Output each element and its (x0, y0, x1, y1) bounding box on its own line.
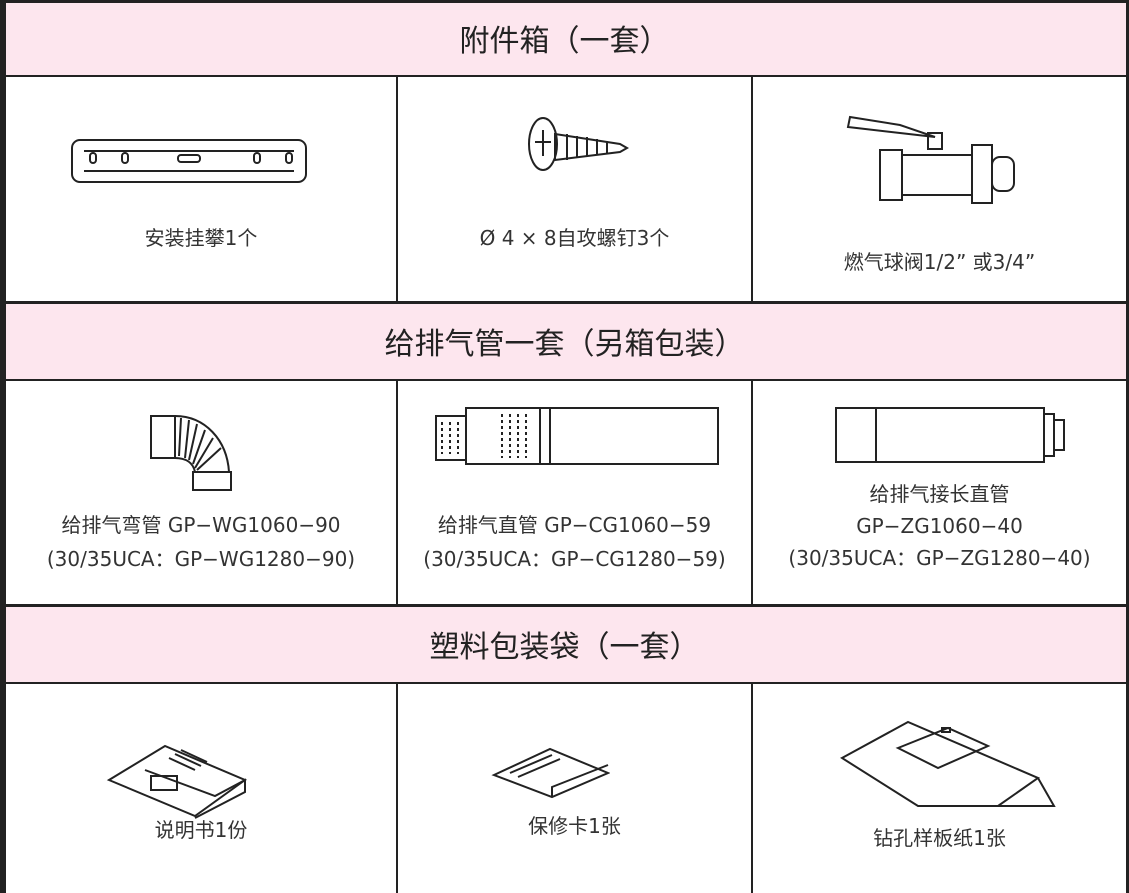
item-label: 安装挂攀1个 (6, 221, 396, 255)
item-line: 给排气接长直管 (869, 482, 1010, 506)
rule (0, 379, 1129, 381)
item-label: 保修卡1张 (398, 809, 751, 843)
item-line: GP−ZG1060−40 (856, 514, 1023, 538)
border (1126, 0, 1129, 893)
rule (751, 380, 753, 605)
straight-pipe-icon (435, 407, 719, 465)
item-line: 保修卡1张 (528, 814, 621, 838)
item-label: 给排气直管 GP−CG1060−59 (30/35UCA：GP−CG1280−5… (398, 508, 751, 576)
valve-icon (846, 115, 1015, 204)
section-title: 给排气管一套（另箱包装） (0, 302, 1129, 380)
item-line: 给排气弯管 GP−WG1060−90 (61, 513, 341, 537)
item-line: (30/35UCA：GP−CG1280−59) (423, 547, 726, 571)
rule (0, 301, 1129, 304)
item-label: 说明书1份 (6, 813, 396, 847)
item-line: 安装挂攀1个 (144, 226, 258, 250)
item-line: 燃气球阀1/2” 或3/4” (843, 250, 1036, 274)
rule (396, 76, 398, 302)
item-line: 给排气直管 GP−CG1060−59 (437, 513, 712, 537)
item-label: 钻孔样板纸1张 (753, 821, 1126, 855)
section-title: 附件箱（一套） (0, 0, 1129, 76)
item-line: 钻孔样板纸1张 (873, 826, 1006, 850)
section-title: 塑料包装袋（一套） (0, 605, 1129, 683)
item-label: 给排气接长直管 GP−ZG1060−40 (30/35UCA：GP−ZG1280… (753, 478, 1126, 574)
template-icon (840, 720, 1056, 807)
rule (751, 76, 753, 302)
rule (0, 604, 1129, 607)
rule (751, 683, 753, 893)
manual-icon (106, 744, 248, 819)
item-line: (30/35UCA：GP−ZG1280−40) (788, 546, 1091, 570)
screw-icon (528, 117, 630, 171)
item-line: Ø 4 × 8自攻螺钉3个 (479, 226, 670, 250)
card-icon (491, 747, 610, 799)
item-line: (30/35UCA：GP−WG1280−90) (46, 547, 356, 571)
rule (396, 380, 398, 605)
item-label: 给排气弯管 GP−WG1060−90 (30/35UCA：GP−WG1280−9… (6, 508, 396, 576)
elbow-icon (150, 415, 232, 491)
border (0, 0, 1129, 3)
rule (0, 75, 1129, 77)
rule (0, 682, 1129, 684)
extension-pipe-icon (835, 407, 1065, 463)
rule (396, 683, 398, 893)
border (0, 0, 6, 893)
item-label: Ø 4 × 8自攻螺钉3个 (398, 221, 751, 255)
item-label: 燃气球阀1/2” 或3/4” (753, 245, 1126, 279)
bracket-icon (71, 139, 307, 183)
item-line: 说明书1份 (154, 818, 248, 842)
